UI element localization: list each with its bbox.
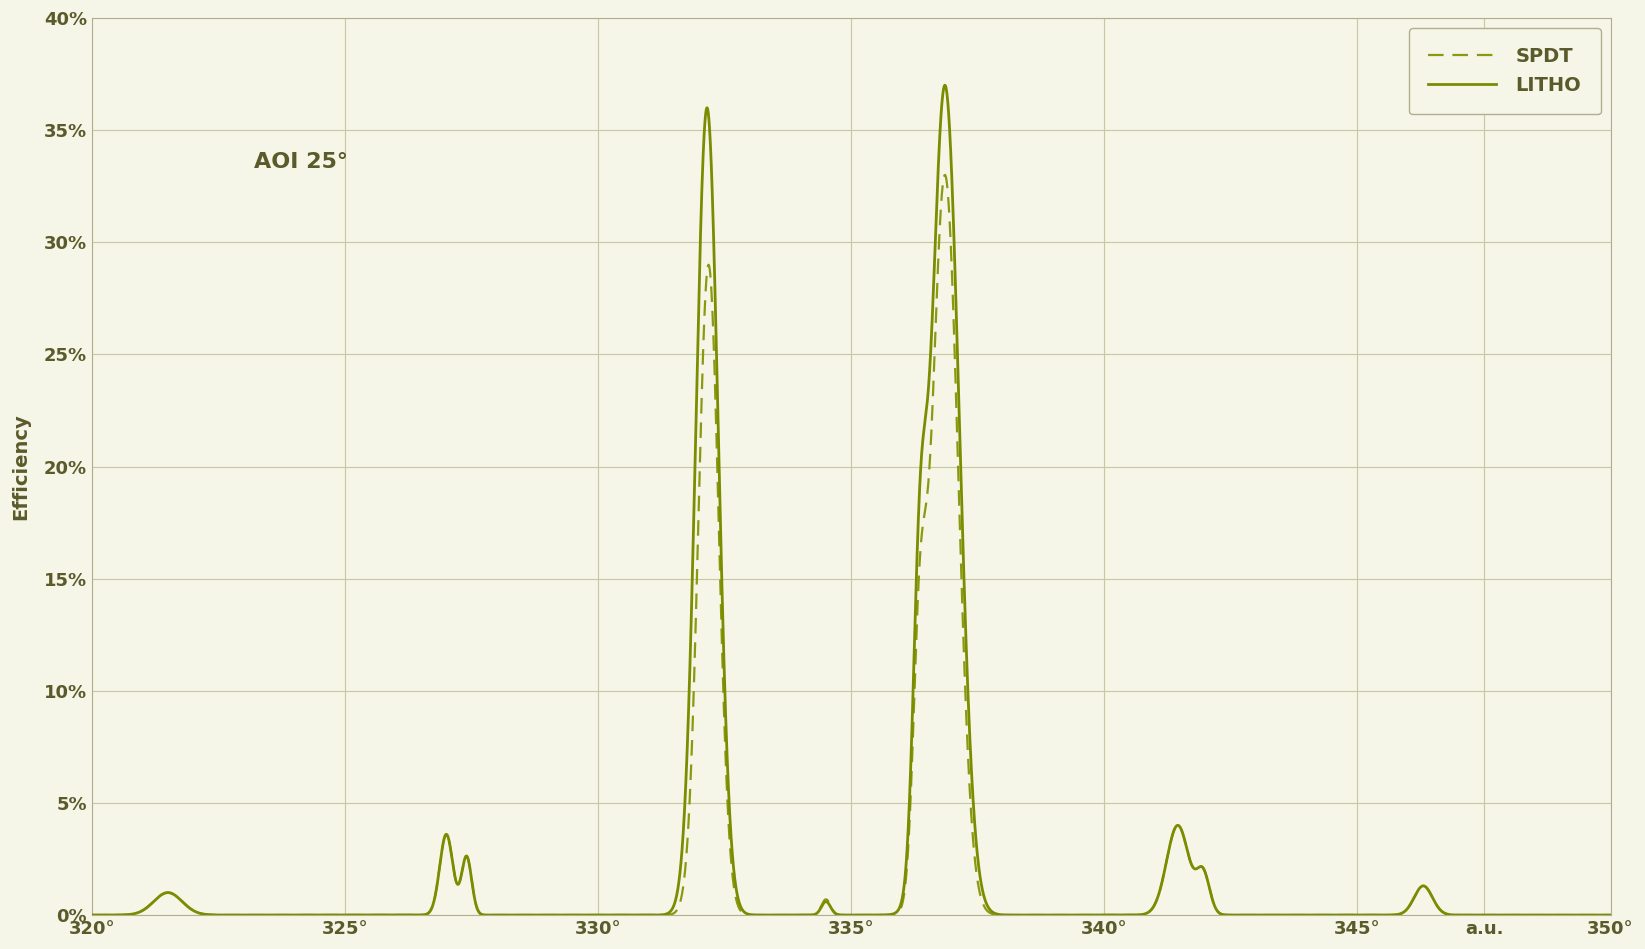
SPDT [173, 897, 192, 908]
LITHO [934, 80, 954, 91]
Y-axis label: Efficiency: Efficiency [12, 413, 30, 520]
LITHO [173, 897, 192, 908]
SPDT [145, 895, 164, 906]
LITHO [82, 909, 102, 921]
Text: AOI 25°: AOI 25° [253, 153, 349, 173]
Line: SPDT: SPDT [92, 175, 1610, 915]
SPDT [824, 906, 844, 918]
LITHO [1601, 909, 1620, 921]
SPDT [89, 909, 109, 921]
LITHO [145, 895, 164, 906]
SPDT [380, 909, 400, 921]
Legend: SPDT, LITHO: SPDT, LITHO [1408, 28, 1601, 115]
SPDT [934, 169, 954, 180]
LITHO [380, 909, 400, 921]
SPDT [82, 909, 102, 921]
LITHO [824, 907, 844, 919]
SPDT [1601, 909, 1620, 921]
Line: LITHO: LITHO [92, 85, 1610, 915]
LITHO [1520, 909, 1540, 921]
LITHO [89, 909, 109, 921]
SPDT [1520, 909, 1540, 921]
